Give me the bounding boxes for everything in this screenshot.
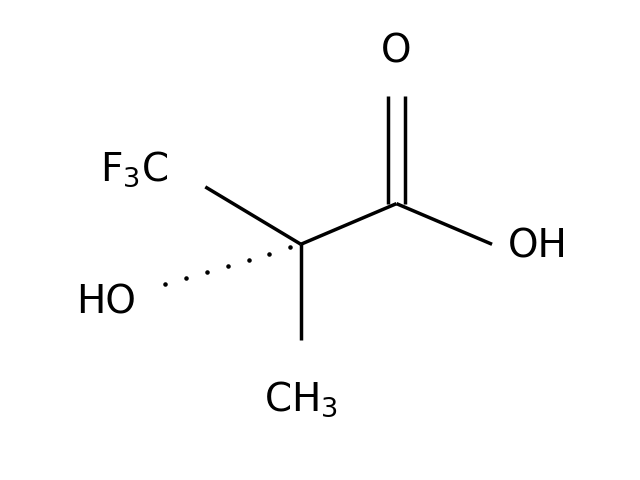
- Text: F$_3$C: F$_3$C: [100, 149, 168, 188]
- Text: O: O: [381, 33, 412, 71]
- Text: OH: OH: [508, 227, 568, 264]
- Text: CH$_3$: CH$_3$: [264, 378, 338, 418]
- Text: HO: HO: [77, 283, 136, 321]
